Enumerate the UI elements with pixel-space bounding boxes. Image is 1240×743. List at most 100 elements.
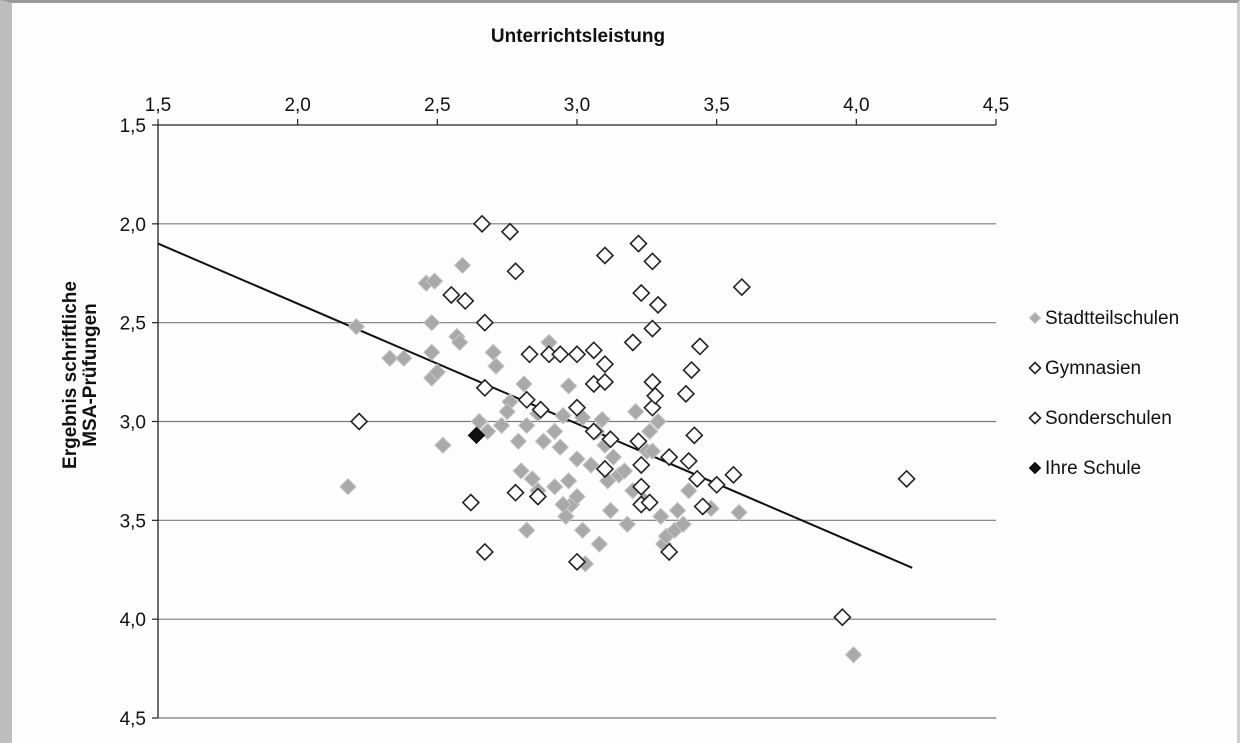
chart-title: Unterrichtsleistung [491, 26, 665, 47]
point-gymnasien-50 [693, 497, 712, 516]
x-tick-label-6: 4,5 [983, 95, 1009, 116]
point-gymnasien-40 [646, 386, 665, 405]
point-stadtteilschulen-57 [649, 412, 667, 431]
point-gymnasien-10 [506, 483, 525, 502]
point-gymnasien-4 [472, 214, 492, 233]
point-gymnasien-31 [632, 283, 651, 303]
legend-label-stadtteilschulen: Stadtteilschulen [1045, 308, 1179, 329]
legend-marker-stadtteilschulen [1028, 311, 1042, 325]
point-stadtteilschulen-37 [568, 450, 586, 468]
point-stadtteilschulen-73 [640, 422, 659, 441]
point-gymnasien-19 [567, 552, 587, 571]
point-stadtteilschulen-9 [428, 363, 447, 381]
trendline-group [157, 242, 913, 569]
point-gymnasien-2 [456, 291, 475, 311]
point-gymnasien-7 [475, 542, 494, 562]
point-stadtteilschulen-20 [512, 462, 530, 480]
point-gymnasien-14 [531, 400, 550, 419]
point-stadtteilschulen-31 [554, 406, 572, 425]
point-stadtteilschulen-63 [674, 515, 692, 533]
legend: Stadtteilschulen Gymnasien Sonderschulen Ih… [1028, 308, 1179, 479]
point-stadtteilschulen-47 [604, 448, 623, 466]
point-stadtteilschulen-68 [450, 333, 469, 352]
point-stadtteilschulen-67 [844, 646, 863, 664]
point-stadtteilschulen-56 [643, 442, 662, 460]
point-gymnasien-48 [687, 469, 707, 488]
point-stadtteilschulen-58 [652, 507, 670, 526]
point-stadtteilschulen-33 [559, 472, 578, 490]
point-gymnasien-30 [629, 432, 648, 451]
axes [152, 119, 997, 719]
point-gymnasien-6 [475, 378, 494, 398]
x-tick-label-2: 2,5 [424, 95, 450, 116]
point-gymnasien-32 [632, 455, 651, 475]
point-ihre-schule-0 [467, 426, 486, 445]
trendline [157, 242, 913, 569]
legend-marker-ihre-schule [1028, 461, 1042, 475]
point-gymnasien-8 [500, 222, 520, 241]
point-gymnasien-9 [506, 262, 525, 281]
x-tick-label-4: 3,5 [703, 95, 729, 116]
point-stadtteilschulen-64 [680, 481, 698, 500]
y-tick-label-3: 3,0 [120, 413, 146, 434]
point-gymnasien-45 [679, 451, 698, 471]
point-stadtteilschulen-32 [557, 507, 575, 526]
point-gymnasien-22 [584, 422, 603, 441]
point-gymnasien-1 [442, 285, 461, 305]
y-tick-label-5: 4,0 [120, 610, 146, 631]
x-tick-label-0: 1,5 [145, 95, 171, 116]
point-gymnasien-17 [567, 345, 587, 364]
point-stadtteilschulen-43 [590, 535, 609, 553]
point-stadtteilschulen-44 [593, 410, 611, 429]
point-stadtteilschulen-7 [423, 343, 441, 362]
point-gymnasien-49 [690, 337, 710, 356]
y-tick-label-2: 2,5 [120, 314, 146, 335]
point-gymnasien-43 [660, 542, 679, 562]
point-stadtteilschulen-21 [515, 375, 533, 393]
x-tick-label-5: 4,0 [843, 95, 869, 116]
y-tick-label-4: 3,5 [120, 511, 146, 532]
point-stadtteilschulen-69 [498, 402, 516, 421]
legend-marker-sonderschulen [1028, 411, 1042, 425]
point-stadtteilschulen-19 [509, 432, 528, 450]
point-gymnasien-46 [682, 360, 701, 380]
y-tick-label-1: 2,0 [120, 215, 146, 236]
point-gymnasien-41 [648, 295, 668, 315]
point-stadtteilschulen-5 [425, 272, 444, 290]
y-axis-title-line1: Ergebnis schriftliche [60, 281, 81, 469]
point-stadtteilschulen-6 [423, 313, 441, 332]
point-stadtteilschulen-12 [453, 256, 472, 275]
point-stadtteilschulen-66 [730, 503, 748, 522]
point-stadtteilschulen-29 [545, 422, 564, 441]
point-gymnasien-11 [517, 390, 536, 409]
point-gymnasien-27 [601, 430, 620, 449]
legend-label-sonderschulen: Sonderschulen [1045, 408, 1172, 429]
point-gymnasien-0 [349, 412, 369, 431]
x-tick-label-3: 3,0 [564, 95, 590, 116]
point-gymnasien-52 [724, 465, 743, 485]
point-stadtteilschulen-26 [534, 432, 553, 450]
y-axis-title-line2: MSA-Prüfungen [80, 303, 101, 447]
x-tick-label-1: 2,0 [284, 95, 310, 116]
legend-marker-gymnasien [1028, 361, 1042, 375]
point-stadtteilschulen-1 [347, 317, 366, 336]
point-gymnasien-5 [475, 313, 494, 332]
y-axis-title: Ergebnis schriftliche MSA-Prüfungen [60, 281, 101, 469]
point-gymnasien-16 [551, 345, 570, 364]
point-stadtteilschulen-72 [554, 495, 572, 514]
point-gymnasien-44 [676, 384, 696, 403]
point-gymnasien-13 [528, 487, 548, 506]
point-stadtteilschulen-39 [573, 521, 592, 539]
point-gymnasien-12 [520, 345, 539, 364]
point-stadtteilschulen-23 [518, 521, 536, 539]
point-gymnasien-20 [584, 341, 603, 360]
point-stadtteilschulen-62 [668, 501, 687, 520]
point-stadtteilschulen-52 [626, 402, 645, 421]
point-stadtteilschulen-50 [618, 515, 636, 533]
legend-label-gymnasien: Gymnasien [1045, 358, 1141, 379]
point-stadtteilschulen-0 [339, 478, 357, 496]
point-stadtteilschulen-49 [615, 462, 634, 480]
point-stadtteilschulen-34 [559, 377, 578, 395]
point-gymnasien-18 [567, 398, 587, 417]
